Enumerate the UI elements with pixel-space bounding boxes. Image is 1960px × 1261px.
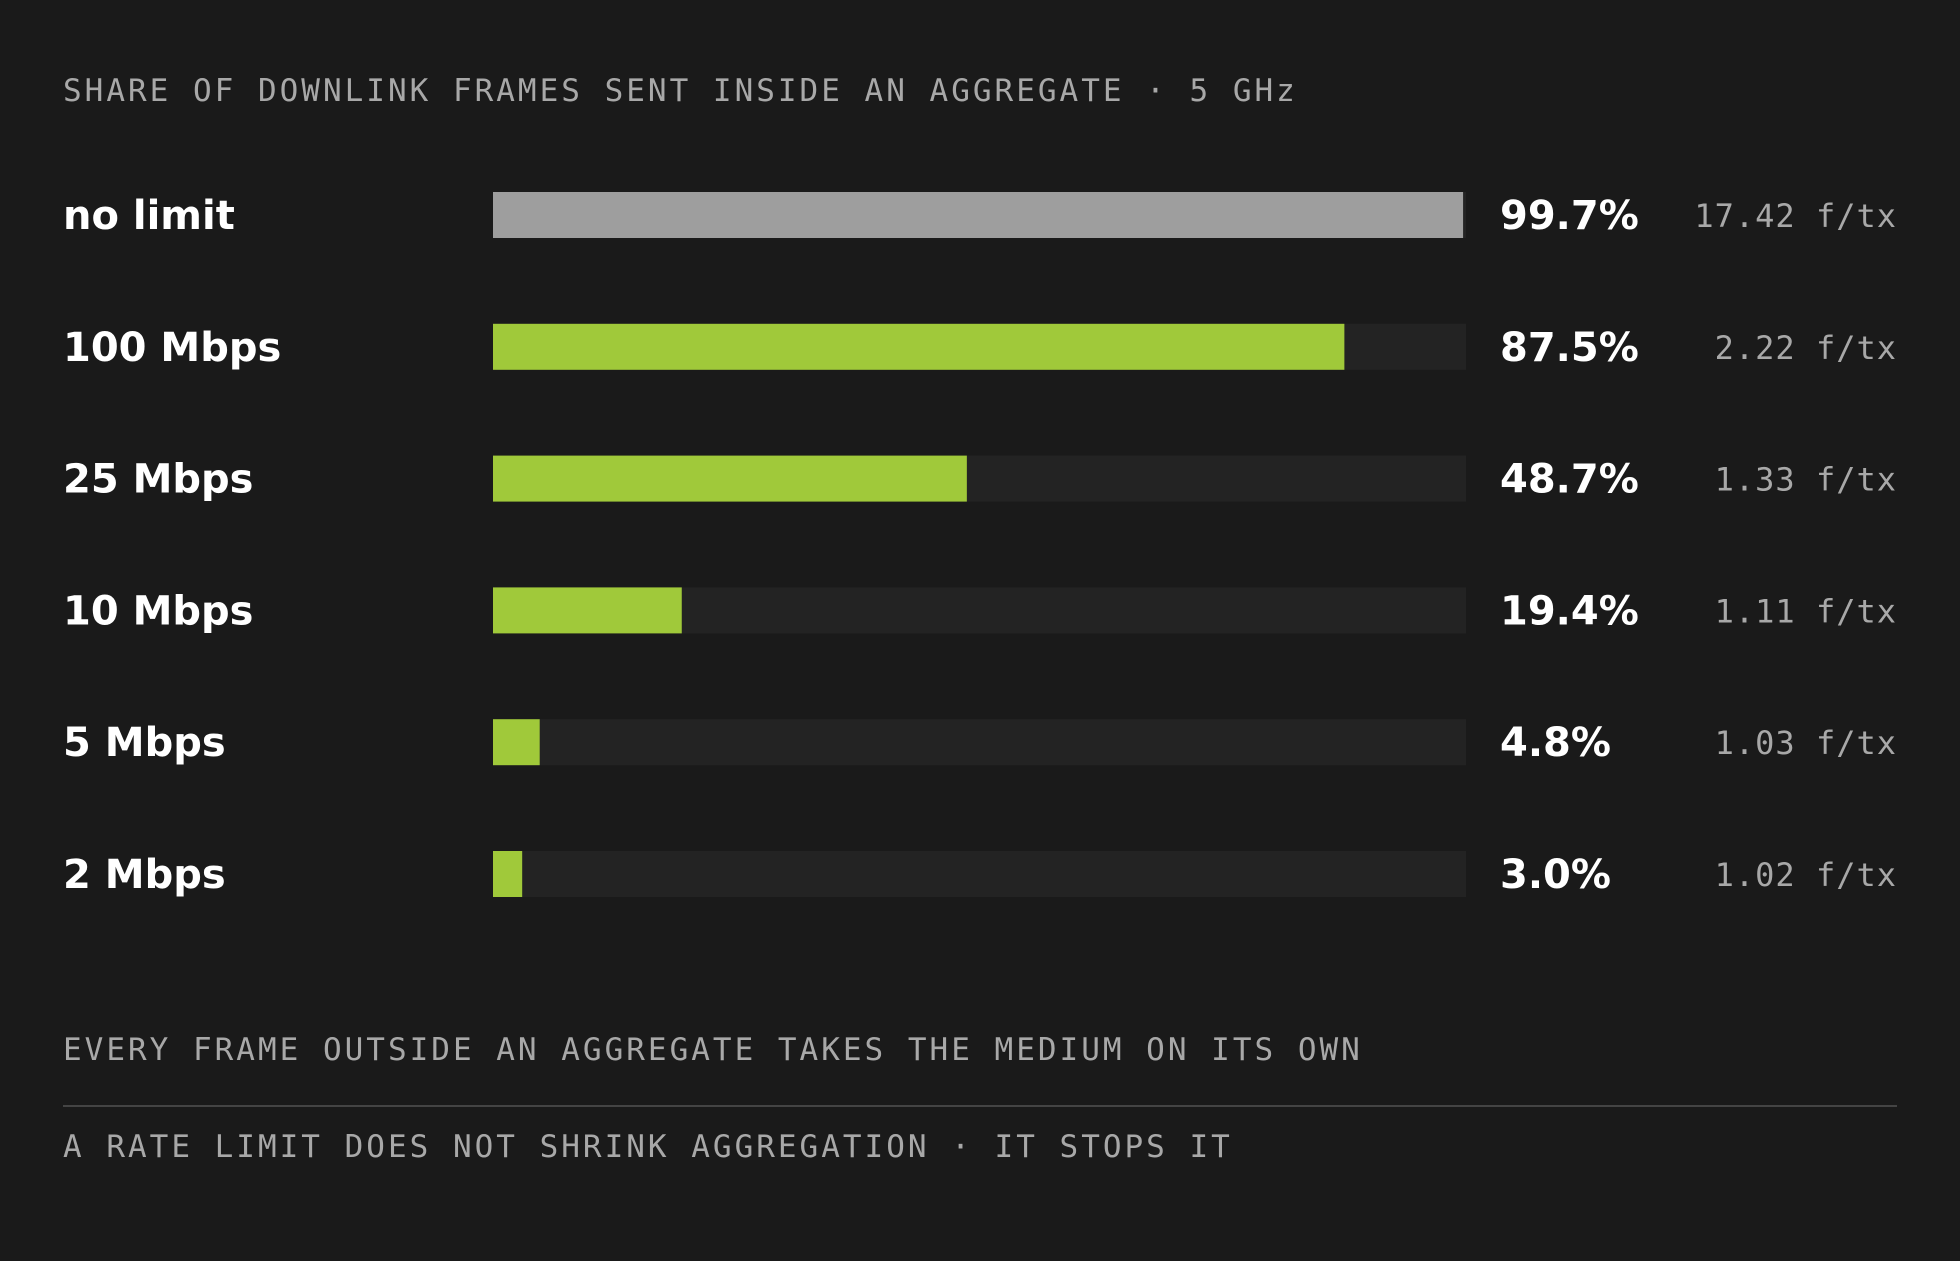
- bar: [493, 719, 540, 766]
- bar: [493, 192, 1464, 238]
- bar-row: 5 Mbps 4.8% 1.03 f/tx: [63, 719, 1897, 766]
- bar-track: [493, 851, 1466, 897]
- value-label: 4.8%: [1500, 720, 1611, 766]
- frames-per-tx-label: 1.03 f/tx: [1715, 724, 1897, 762]
- chart-rows: no limit 99.7% 17.42 f/tx 100 Mbps 87.5% 2.22…: [63, 192, 1897, 898]
- bar-row: 25 Mbps 48.7% 1.33 f/tx: [63, 455, 1897, 503]
- bar: [493, 323, 1345, 370]
- footer-line-2: A RATE LIMIT DOES NOT SHRINK AGGREGATION…: [63, 1129, 1233, 1165]
- value-label: 87.5%: [1500, 325, 1639, 371]
- bar: [493, 587, 682, 634]
- frames-per-tx-label: 17.42 f/tx: [1694, 197, 1897, 235]
- bar-row: no limit 99.7% 17.42 f/tx: [63, 192, 1897, 239]
- category-label: 10 Mbps: [63, 588, 253, 634]
- bar-track: [493, 719, 1466, 766]
- category-label: 25 Mbps: [63, 457, 253, 503]
- frames-per-tx-label: 2.22 f/tx: [1715, 329, 1897, 367]
- category-label: 5 Mbps: [63, 720, 226, 766]
- footer-line-1: EVERY FRAME OUTSIDE AN AGGREGATE TAKES T…: [63, 1032, 1363, 1068]
- value-label: 99.7%: [1500, 193, 1639, 239]
- category-label: no limit: [63, 193, 235, 239]
- frames-per-tx-label: 1.02 f/tx: [1715, 856, 1897, 894]
- chart-title: SHARE OF DOWNLINK FRAMES SENT INSIDE AN …: [63, 73, 1298, 109]
- bar: [493, 455, 967, 502]
- bar: [493, 851, 523, 897]
- bar-row: 100 Mbps 87.5% 2.22 f/tx: [63, 323, 1897, 371]
- frames-per-tx-label: 1.33 f/tx: [1715, 461, 1897, 499]
- value-label: 19.4%: [1500, 588, 1639, 634]
- value-label: 48.7%: [1500, 457, 1639, 503]
- bar-row: 2 Mbps 3.0% 1.02 f/tx: [63, 851, 1897, 898]
- value-label: 3.0%: [1500, 852, 1611, 898]
- category-label: 2 Mbps: [63, 852, 226, 898]
- bar-row: 10 Mbps 19.4% 1.11 f/tx: [63, 587, 1897, 634]
- frames-per-tx-label: 1.11 f/tx: [1715, 592, 1897, 630]
- category-label: 100 Mbps: [63, 325, 281, 371]
